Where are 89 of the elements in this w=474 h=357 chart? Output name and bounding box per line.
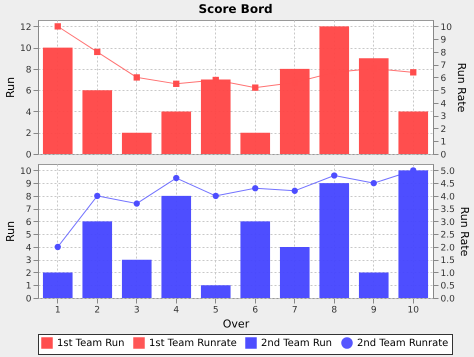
y-tick-label: 2 <box>26 129 32 140</box>
y2-tick-label: 1.5 <box>440 256 455 266</box>
y-tick-label: 8 <box>26 192 32 202</box>
point <box>331 172 338 179</box>
y2-tick-label: 2.5 <box>440 230 455 241</box>
point <box>134 74 140 81</box>
y2-tick-label: 6 <box>440 74 446 84</box>
bar <box>200 285 231 298</box>
point <box>134 200 140 207</box>
bar <box>240 132 270 154</box>
point <box>292 188 298 194</box>
bar <box>122 260 152 298</box>
point <box>410 69 416 76</box>
y2-tick-label: 3 <box>440 112 446 122</box>
bar <box>82 90 112 154</box>
y2-tick-label: 2.0 <box>440 243 456 254</box>
point <box>94 192 100 200</box>
bar <box>122 132 152 154</box>
legend-label: 2nd Team Runrate <box>357 338 448 349</box>
y2-tick-label: 3.0 <box>440 218 456 228</box>
x-tick-label: 6 <box>252 306 258 316</box>
chart-title: Score Bord <box>198 2 273 16</box>
bar <box>82 221 112 298</box>
x-tick-label: 10 <box>408 306 420 316</box>
bar <box>240 221 270 298</box>
y-tick-label: 1 <box>26 282 32 292</box>
bar <box>161 196 192 298</box>
bar <box>398 111 428 154</box>
y-tick-label: 9 <box>26 180 32 190</box>
y-tick-label: 8 <box>26 65 32 76</box>
y2-tick-label: 5.0 <box>440 166 456 177</box>
point <box>173 174 180 182</box>
y-tick-label: 5 <box>26 230 32 241</box>
y2-axis-title: Run Rate <box>454 62 468 113</box>
y2-tick-label: 3.5 <box>440 205 455 216</box>
point <box>173 80 180 87</box>
bar <box>42 48 73 154</box>
bar <box>358 272 389 298</box>
y-tick-label: 0 <box>26 294 32 304</box>
x-tick-label: 7 <box>292 306 298 316</box>
point <box>212 192 219 200</box>
point <box>252 185 258 192</box>
legend-label: 1st Team Run <box>57 338 124 349</box>
x-tick-label: 2 <box>94 306 100 316</box>
y-tick-label: 10 <box>20 44 32 54</box>
x-tick-label: 9 <box>370 306 377 316</box>
y2-tick-label: 9 <box>440 36 446 46</box>
x-tick-label: 1 <box>54 306 61 316</box>
y2-axis-title: Run Rate <box>458 206 471 257</box>
y2-tick-label: 0.0 <box>440 294 456 304</box>
y2-tick-label: 5 <box>440 86 446 97</box>
point <box>54 244 61 250</box>
y2-tick-label: 10 <box>440 22 452 33</box>
point <box>54 23 61 30</box>
x-tick-label: 5 <box>212 306 219 316</box>
bar <box>42 272 73 298</box>
y2-tick-label: 7 <box>440 61 446 72</box>
bar <box>280 246 310 298</box>
y-axis-title: Run <box>4 76 18 98</box>
y-tick-label: 12 <box>20 22 32 33</box>
y-tick-label: 6 <box>26 218 32 228</box>
y-tick-label: 3 <box>26 256 32 266</box>
y-tick-label: 2 <box>26 268 32 279</box>
legend-label: 2nd Team Run <box>261 338 332 349</box>
y2-tick-label: 1 <box>440 138 446 148</box>
x-axis-title: Over <box>222 318 250 330</box>
y2-tick-label: 2 <box>440 124 446 135</box>
y-tick-label: 10 <box>20 166 32 177</box>
point <box>370 180 377 186</box>
y-tick-label: 7 <box>26 205 32 216</box>
y2-tick-label: 4 <box>440 99 446 110</box>
y-tick-label: 4 <box>26 108 32 118</box>
y-tick-label: 4 <box>26 243 32 254</box>
y2-tick-label: 8 <box>440 48 446 58</box>
y2-tick-label: 1.0 <box>440 268 456 279</box>
y2-tick-label: 0 <box>440 150 446 160</box>
y-axis-title: Run <box>4 220 18 242</box>
x-tick-label: 3 <box>134 306 140 316</box>
x-tick-label: 4 <box>173 306 180 316</box>
y-tick-label: 6 <box>26 86 32 97</box>
y2-tick-label: 4.5 <box>440 180 455 190</box>
y2-tick-label: 0.5 <box>440 282 455 292</box>
legend-label: 1st Team Runrate <box>149 338 237 349</box>
point <box>252 84 258 91</box>
y2-tick-label: 4.0 <box>440 192 456 202</box>
point <box>94 48 100 56</box>
x-tick-label: 8 <box>331 306 338 316</box>
bar <box>161 111 192 154</box>
y-tick-label: 0 <box>26 150 32 160</box>
